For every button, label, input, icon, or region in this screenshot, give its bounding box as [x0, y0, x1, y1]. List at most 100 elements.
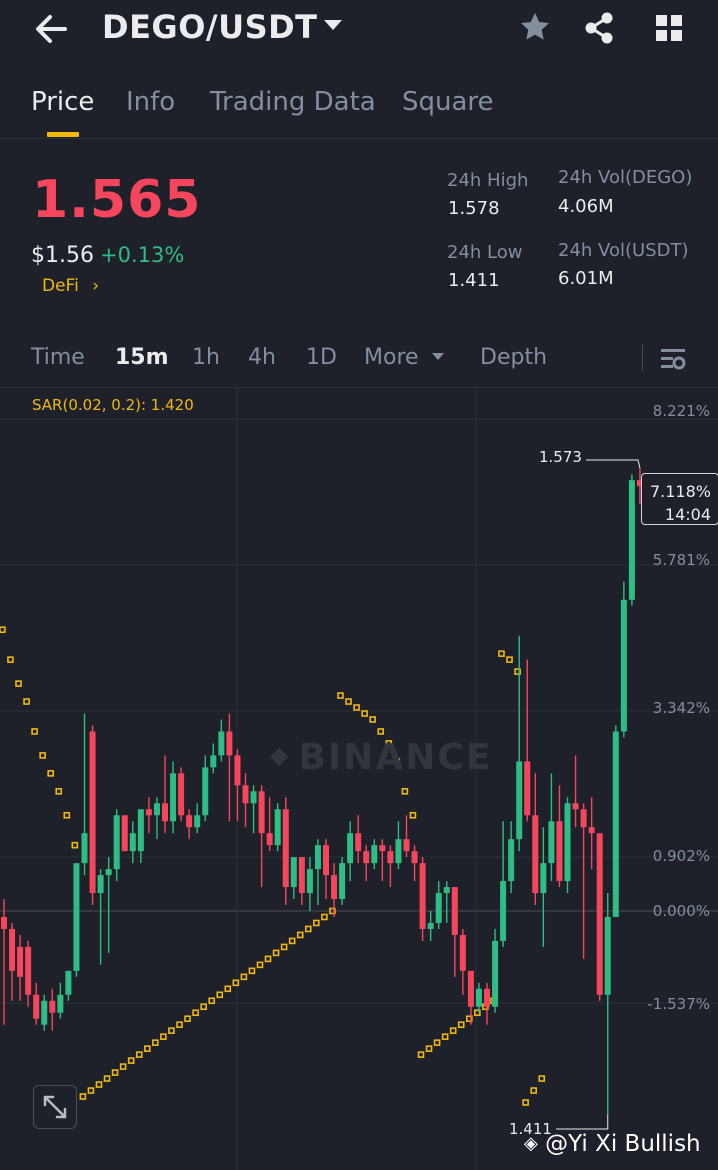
- candle-body: [1, 916, 7, 929]
- candle-body: [186, 815, 193, 828]
- candle-body: [395, 839, 402, 864]
- candle-body: [258, 791, 265, 834]
- sar-dot: [337, 692, 344, 699]
- tab-square[interactable]: Square: [402, 87, 494, 117]
- sar-dot: [208, 997, 215, 1005]
- candle-body: [290, 857, 297, 888]
- candle-body: [339, 863, 346, 900]
- candle-body: [347, 833, 354, 864]
- candle-body: [419, 863, 426, 929]
- candle-body: [612, 731, 619, 917]
- top-bar: DEGO/USDT: [0, 0, 718, 62]
- vol-quote-label: 24h Vol(USDT): [558, 240, 689, 261]
- timeframe-more[interactable]: More: [364, 345, 444, 370]
- sar-dot: [176, 1021, 183, 1029]
- favorite-star-icon[interactable]: [519, 11, 551, 43]
- sar-dot: [0, 626, 6, 634]
- tab-trading-data[interactable]: Trading Data: [210, 87, 376, 117]
- sar-dot: [514, 668, 521, 675]
- candle-body: [170, 773, 177, 822]
- candle-body: [475, 988, 482, 1007]
- candle-body: [564, 803, 571, 882]
- candle-body: [355, 833, 362, 852]
- candle-body: [250, 791, 257, 804]
- vol-base-label: 24h Vol(DEGO): [558, 167, 693, 188]
- category-tag[interactable]: DeFi ›: [42, 276, 99, 296]
- tab-price[interactable]: Price: [31, 87, 95, 117]
- active-tab-indicator: [47, 132, 79, 137]
- sar-dot: [127, 1057, 135, 1064]
- sar-dot: [321, 913, 328, 921]
- timeframe-1d[interactable]: 1D: [306, 345, 337, 370]
- timeframe-4h[interactable]: 4h: [248, 345, 276, 370]
- chart-settings-icon[interactable]: [660, 347, 686, 371]
- back-arrow-icon[interactable]: [34, 12, 68, 46]
- candle-body: [435, 893, 442, 923]
- candle-body: [484, 988, 490, 1007]
- sar-dot: [304, 925, 312, 933]
- tab-info[interactable]: Info: [126, 87, 176, 117]
- candle-body: [298, 857, 305, 894]
- sar-dot: [433, 1039, 441, 1046]
- candle-body: [596, 833, 603, 995]
- candle-body: [89, 731, 96, 894]
- current-pct: 7.118%: [649, 482, 711, 501]
- pair-title[interactable]: DEGO/USDT: [102, 8, 318, 46]
- sar-dot: [71, 841, 79, 849]
- candle-body: [572, 803, 579, 810]
- toolbar-separator: [0, 387, 718, 388]
- candle-body: [363, 851, 370, 864]
- candle-body: [242, 785, 249, 804]
- author-credit: ◈ @Yi Xi Bullish: [524, 1131, 701, 1157]
- sar-dot: [313, 919, 320, 927]
- usd-price: $1.56: [31, 243, 94, 268]
- sar-dot: [168, 1027, 175, 1034]
- fullscreen-button[interactable]: [33, 1085, 77, 1129]
- sar-dot: [409, 811, 417, 819]
- candle-body: [65, 970, 72, 995]
- candle-body: [323, 845, 329, 876]
- sar-dot: [79, 1093, 87, 1100]
- sar-dot: [264, 955, 272, 963]
- tab-depth[interactable]: Depth: [480, 345, 548, 370]
- share-icon[interactable]: [583, 11, 615, 45]
- sar-dot: [417, 1051, 425, 1058]
- candle-body: [194, 815, 201, 828]
- price-chart[interactable]: [0, 388, 718, 1170]
- candle-body: [371, 845, 378, 864]
- candle-body: [331, 875, 338, 900]
- sar-dot: [184, 1015, 191, 1023]
- more-dropdown-icon: [431, 353, 444, 360]
- expand-icon: [43, 1095, 67, 1119]
- candle-body: [73, 863, 80, 971]
- candle-body: [25, 946, 32, 995]
- timeframe-15m[interactable]: 15m: [115, 345, 169, 370]
- candle-body: [49, 1000, 56, 1013]
- sar-dot: [111, 1069, 119, 1076]
- sar-indicator: SAR(0.02, 0.2): 1.420: [32, 396, 194, 414]
- candle-body: [604, 916, 611, 995]
- candle-body: [500, 881, 507, 941]
- sar-dot: [457, 1021, 465, 1029]
- sar-dot: [47, 770, 54, 777]
- watermark-text: BINANCE: [298, 737, 493, 778]
- sar-dot: [272, 949, 280, 957]
- candle-body: [620, 599, 627, 732]
- toolbar-divider: [642, 345, 643, 371]
- sar-dot: [401, 788, 409, 795]
- low-marker-line: [556, 1114, 609, 1130]
- sar-dot: [39, 752, 46, 759]
- pair-dropdown-icon[interactable]: [324, 20, 342, 30]
- candle-body: [524, 761, 531, 816]
- timeframe-more-label: More: [364, 345, 419, 370]
- y-label: 0.000%: [652, 902, 710, 920]
- timeframe-time[interactable]: Time: [31, 345, 85, 370]
- candle-body: [540, 863, 547, 894]
- sar-dot: [224, 985, 232, 993]
- sar-dot: [465, 1015, 473, 1023]
- sar-dot: [361, 710, 368, 717]
- grid-menu-icon[interactable]: [655, 14, 683, 42]
- timeframe-1h[interactable]: 1h: [192, 345, 220, 370]
- sar-dot: [498, 650, 505, 657]
- candle-body: [145, 809, 152, 816]
